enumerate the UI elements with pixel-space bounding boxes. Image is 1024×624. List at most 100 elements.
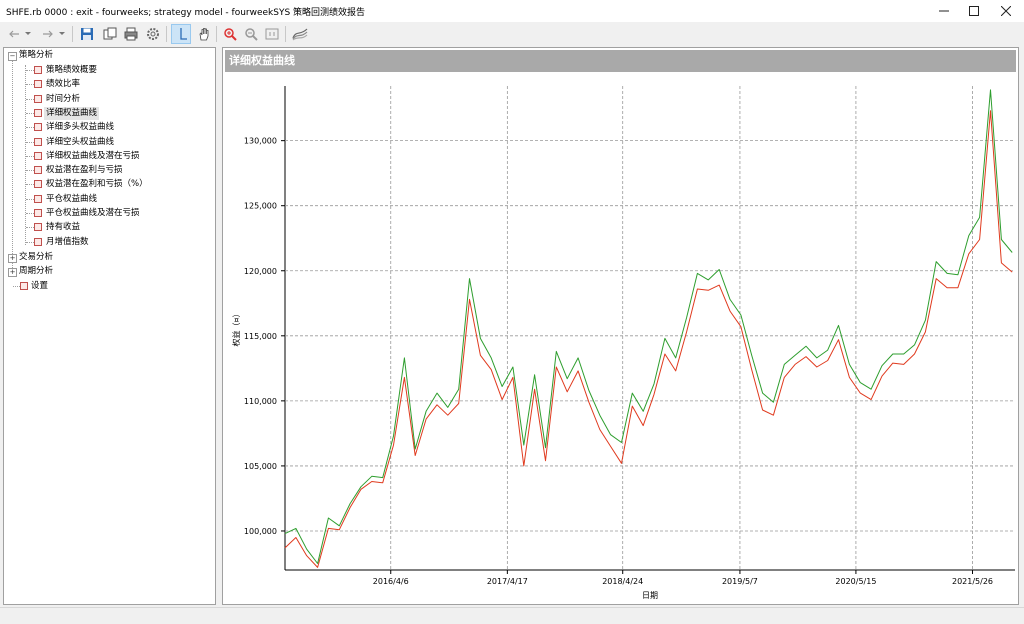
tree-item[interactable]: 权益潜在盈利和亏损（%） (46, 179, 148, 190)
tree-connector (26, 127, 34, 129)
report-icon (34, 94, 42, 103)
tree-connector (26, 155, 34, 157)
tree-connector (26, 184, 34, 186)
tree-connector (12, 60, 13, 274)
zoom-out-button[interactable] (241, 24, 261, 44)
print-button[interactable] (121, 24, 141, 44)
tree-connector (26, 84, 34, 86)
tree-item[interactable]: 持有收益 (46, 222, 81, 233)
tree-item[interactable]: 详细权益曲线及潜在亏损 (46, 150, 140, 161)
tree-connector (26, 241, 34, 243)
settings-icon (147, 28, 159, 40)
forward-dropdown[interactable] (56, 24, 68, 44)
pan-button[interactable] (194, 24, 214, 44)
y-tick-label: 115,000 (244, 332, 277, 341)
crosshair-cursor-button[interactable] (171, 24, 191, 44)
y-tick-label: 110,000 (244, 397, 277, 406)
tree-connector (26, 112, 34, 114)
tree-item[interactable]: 详细权益曲线 (44, 106, 100, 120)
fit-view-button[interactable] (262, 24, 282, 44)
tree-connector (13, 286, 20, 287)
tree-root-trade-analysis[interactable]: 交易分析 (19, 252, 54, 262)
tree-root-period-analysis[interactable]: 周期分析 (19, 266, 54, 276)
collapse-toggle[interactable]: − (8, 52, 17, 61)
expand-toggle[interactable]: + (8, 268, 17, 277)
dropdown-icon (25, 32, 31, 35)
tree-item[interactable]: 详细多头权益曲线 (46, 122, 115, 133)
report-icon (34, 80, 42, 89)
close-button[interactable] (990, 0, 1022, 22)
y-tick-label: 100,000 (244, 527, 277, 536)
tree-connector (26, 70, 34, 71)
forward-button[interactable] (38, 24, 58, 44)
tree-item[interactable]: 时间分析 (46, 93, 81, 104)
forward-arrow-icon (43, 30, 53, 38)
tree-connector (26, 141, 34, 143)
title-bar: SHFE.rb 0000 : exit - fourweeks; strateg… (0, 0, 1024, 22)
tree-connector (26, 213, 34, 214)
series-line-high (284, 89, 1013, 564)
x-tick-label: 2017/4/17 (487, 577, 528, 586)
window-title: SHFE.rb 0000 : exit - fourweeks; strateg… (6, 8, 366, 18)
report-icon (34, 166, 42, 175)
tree-connector (26, 170, 34, 172)
series-line-low (284, 110, 1013, 568)
report-icon (34, 223, 42, 232)
crosshair-cursor-icon (180, 28, 187, 40)
fit-view-icon (265, 28, 279, 40)
status-bar (0, 607, 1024, 624)
maximize-button[interactable] (958, 0, 990, 22)
back-button[interactable] (4, 24, 24, 44)
maximize-icon (969, 6, 979, 16)
chart-style-button[interactable] (290, 24, 310, 44)
tree-item[interactable]: 月增值指数 (46, 236, 89, 247)
save-icon (81, 28, 93, 40)
x-tick-label: 2016/4/6 (373, 577, 409, 586)
tree-connector (26, 227, 34, 229)
tree-root-strategy-analysis[interactable]: 策略分析 (19, 50, 54, 60)
y-tick-label: 130,000 (244, 137, 277, 146)
report-icon (34, 209, 42, 217)
report-icon (34, 194, 42, 203)
report-icon (34, 180, 42, 189)
toolbar-separator (166, 26, 167, 42)
tree-item[interactable]: 平仓权益曲线 (46, 193, 98, 204)
report-icon (34, 66, 42, 74)
x-axis-label: 日期 (642, 591, 658, 600)
minimize-button[interactable] (928, 0, 960, 22)
panel-header: 详细权益曲线 (225, 50, 1016, 72)
report-icon (34, 108, 42, 117)
report-icon (34, 123, 42, 132)
tree-item[interactable]: 权益潜在盈利与亏损 (46, 165, 123, 176)
copy-icon (103, 27, 117, 40)
hand-pan-icon (199, 28, 209, 41)
y-axis-label: 权益（¤） (231, 309, 241, 346)
x-tick-label: 2021/5/26 (952, 577, 993, 586)
tree-item[interactable]: 平仓权益曲线及潜在亏损 (46, 208, 140, 218)
tree-item-settings[interactable]: 设置 (31, 281, 49, 291)
toolbar-separator (285, 26, 286, 42)
tree-item[interactable]: 绩效比率 (46, 79, 81, 90)
tree-item[interactable]: 策略绩效概要 (46, 65, 98, 75)
tree-connector (26, 198, 34, 200)
dropdown-icon (59, 32, 65, 35)
zoom-in-button[interactable] (220, 24, 240, 44)
navigation-tree: − 策略分析 策略绩效概要 绩效比率时间分析详细权益曲线详细多头权益曲线 详细空头权… (3, 47, 216, 605)
copy-button[interactable] (100, 24, 120, 44)
settings-node-icon (20, 282, 28, 290)
equity-chart[interactable]: 100,000 105,000 110,000 115,000 120,000 125,0… (223, 74, 1018, 604)
toolbar-separator (72, 26, 73, 42)
settings-button[interactable] (143, 24, 163, 44)
report-icon (34, 151, 42, 160)
zoom-in-icon (224, 28, 237, 41)
expand-toggle[interactable]: + (8, 254, 17, 263)
report-icon (34, 237, 42, 246)
toolbar (0, 22, 1024, 46)
y-tick-label: 125,000 (244, 202, 277, 211)
save-button[interactable] (77, 24, 97, 44)
tree-item[interactable]: 详细空头权益曲线 (46, 136, 115, 147)
chart-panel: 详细权益曲线 100,000 105,000 110,000 115,000 120,0… (222, 47, 1019, 605)
zoom-out-icon (245, 28, 258, 41)
back-dropdown[interactable] (22, 24, 34, 44)
toolbar-separator (216, 26, 217, 42)
